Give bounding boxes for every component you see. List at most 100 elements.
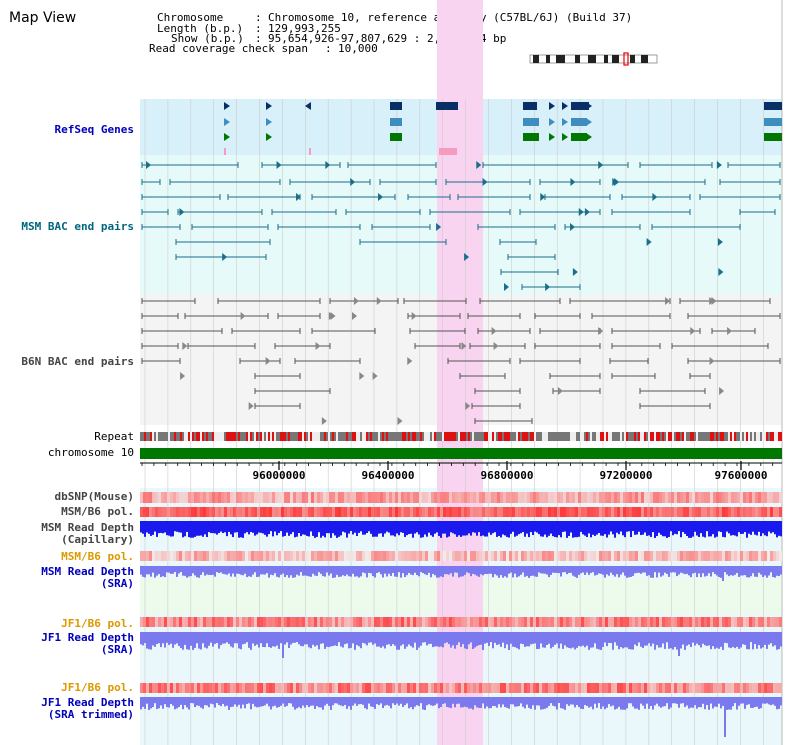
jf1-read-depth-trim-bar <box>362 697 364 705</box>
msm-b6-pol-2-segment <box>566 551 569 561</box>
dbsnp-segment <box>764 492 767 503</box>
jf1-read-depth-sra-bar <box>228 632 230 644</box>
repeat-segment <box>748 432 750 441</box>
msm-b6-pol-2-segment <box>665 551 668 561</box>
msm-read-depth-sra-bar <box>780 566 782 575</box>
track-label-jf1-b6-pol-2: JF1/B6 pol. <box>61 681 134 694</box>
jf1-read-depth-sra-bar <box>416 632 418 650</box>
msm-b6-pol-segment <box>722 507 725 517</box>
msm-read-depth-capillary-bar <box>310 521 312 532</box>
msm-b6-pol-2-segment <box>755 551 758 561</box>
repeat-segment <box>764 432 766 441</box>
msm-read-depth-sra-bar <box>284 566 286 578</box>
jf1-read-depth-sra-bar <box>686 632 688 646</box>
jf1-read-depth-trim-bar <box>316 697 318 707</box>
jf1-b6-pol-2-segment <box>449 683 452 693</box>
jf1-read-depth-trim-bar <box>696 697 698 709</box>
msm-b6-pol-segment <box>155 507 158 517</box>
jf1-read-depth-trim-bar <box>772 697 774 705</box>
repeat-segment <box>392 432 394 441</box>
jf1-read-depth-trim-bar <box>350 697 352 710</box>
msm-read-depth-sra-bar <box>672 566 674 573</box>
msm-read-depth-capillary-bar <box>464 521 466 536</box>
msm-read-depth-sra-bar <box>626 566 628 578</box>
msm-b6-pol-segment <box>236 507 239 517</box>
repeat-segment <box>594 432 596 441</box>
jf1-b6-pol-segment <box>260 617 263 627</box>
msm-read-depth-sra-bar <box>446 566 448 575</box>
jf1-read-depth-trim-bar <box>146 697 148 704</box>
msm-read-depth-capillary-bar <box>698 521 700 538</box>
msm-read-depth-sra-bar <box>638 566 640 573</box>
msm-read-depth-capillary-bar <box>362 521 364 535</box>
dbsnp-segment <box>293 492 296 503</box>
msm-read-depth-capillary-bar <box>750 521 752 535</box>
repeat-segment <box>534 432 536 441</box>
msm-read-depth-sra-bar <box>332 566 334 578</box>
msm-read-depth-capillary-bar <box>446 521 448 538</box>
jf1-read-depth-trim-bar <box>774 697 776 706</box>
msm-read-depth-capillary-bar <box>282 521 284 537</box>
msm-read-depth-capillary-bar <box>722 521 724 537</box>
jf1-read-depth-trim-bar <box>614 697 616 710</box>
repeat-segment <box>242 432 244 441</box>
dbsnp-segment <box>419 492 422 503</box>
jf1-read-depth-trim-bar <box>458 697 460 704</box>
jf1-b6-pol-2-segment <box>407 683 410 693</box>
repeat-segment <box>344 432 346 441</box>
b6n-bac-end-mark <box>248 402 254 410</box>
track-label-refseq[interactable]: RefSeq Genes <box>54 123 134 136</box>
dbsnp-segment <box>698 492 701 503</box>
msm-read-depth-sra-bar <box>586 566 588 573</box>
jf1-read-depth-trim-bar <box>336 697 338 704</box>
dbsnp-segment <box>224 492 227 503</box>
repeat-segment <box>610 432 612 441</box>
dbsnp-segment <box>161 492 164 503</box>
jf1-read-depth-sra-bar <box>656 632 658 646</box>
jf1-b6-pol-segment <box>593 617 596 627</box>
msm-read-depth-capillary-bar <box>396 521 398 534</box>
jf1-b6-pol-2-segment <box>737 683 740 693</box>
msm-read-depth-capillary-bar <box>728 521 730 534</box>
dbsnp-segment <box>281 492 284 503</box>
jf1-read-depth-sra-bar <box>338 632 340 643</box>
repeat-segment <box>400 432 402 441</box>
jf1-read-depth-sra-bar <box>524 632 526 647</box>
msm-read-depth-capillary-bar <box>224 521 226 533</box>
msm-read-depth-sra-bar <box>312 566 314 574</box>
dbsnp-segment <box>170 492 173 503</box>
msm-b6-pol-2-segment <box>260 551 263 561</box>
msm-read-depth-sra-bar <box>536 566 538 577</box>
track-label-b6n-bac[interactable]: B6N BAC end pairs <box>21 355 134 368</box>
jf1-read-depth-trim-bar <box>752 697 754 708</box>
jf1-b6-pol-2-segment <box>647 683 650 693</box>
dbsnp-segment <box>242 492 245 503</box>
msm-b6-pol-2-segment <box>218 551 221 561</box>
msm-read-depth-sra-bar <box>180 566 182 573</box>
track-label-msm-bac[interactable]: MSM BAC end pairs <box>21 220 134 233</box>
jf1-read-depth-trim-bar <box>356 697 358 706</box>
ideogram-band <box>630 55 635 63</box>
msm-b6-pol-2-segment <box>599 551 602 561</box>
jf1-read-depth-trim-bar <box>446 697 448 707</box>
dbsnp-segment <box>389 492 392 503</box>
jf1-b6-pol-2-segment <box>230 683 233 693</box>
jf1-read-depth-trim-bar <box>586 697 588 706</box>
msm-read-depth-sra-bar <box>616 566 618 575</box>
repeat-segment <box>620 432 622 441</box>
msm-read-depth-capillary-bar <box>406 521 408 536</box>
repeat-segment <box>672 432 674 441</box>
jf1-read-depth-sra-bar <box>432 632 434 648</box>
msm-read-depth-capillary-bar <box>306 521 308 536</box>
msm-read-depth-capillary-bar <box>524 521 526 537</box>
dbsnp-segment <box>590 492 593 503</box>
jf1-b6-pol-2-segment <box>305 683 308 693</box>
dbsnp-segment <box>320 492 323 503</box>
jf1-read-depth-trim-bar <box>438 697 440 709</box>
msm-read-depth-sra-bar <box>140 566 142 575</box>
msm-read-depth-sra-bar <box>676 566 678 577</box>
repeat-segment <box>558 432 560 441</box>
msm-b6-pol-2-segment <box>644 551 647 561</box>
repeat-segment <box>456 432 458 441</box>
